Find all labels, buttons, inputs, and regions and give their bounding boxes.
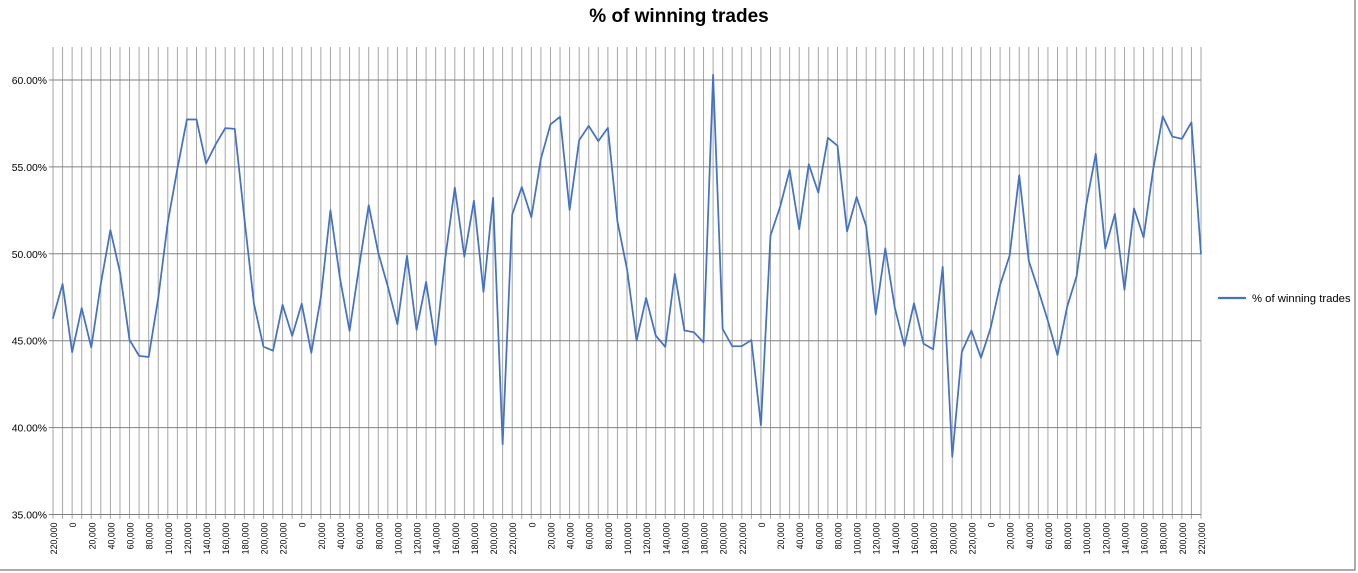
svg-text:40,000: 40,000	[106, 522, 116, 549]
svg-text:160,000: 160,000	[451, 522, 461, 554]
svg-text:120,000: 120,000	[183, 522, 193, 554]
svg-text:0: 0	[527, 522, 537, 527]
svg-text:100,000: 100,000	[623, 522, 633, 554]
svg-text:80,000: 80,000	[145, 522, 155, 549]
svg-text:60.00%: 60.00%	[12, 76, 47, 87]
svg-text:200,000: 200,000	[259, 522, 269, 554]
svg-text:140,000: 140,000	[1120, 522, 1130, 554]
svg-text:120,000: 120,000	[1101, 522, 1111, 554]
svg-text:220,000: 220,000	[738, 522, 748, 554]
svg-text:160,000: 160,000	[910, 522, 920, 554]
svg-text:60,000: 60,000	[814, 522, 824, 549]
svg-text:35.00%: 35.00%	[12, 511, 47, 522]
svg-text:40,000: 40,000	[566, 522, 576, 549]
svg-text:80,000: 80,000	[374, 522, 384, 549]
svg-text:40,000: 40,000	[1025, 522, 1035, 549]
svg-text:180,000: 180,000	[240, 522, 250, 554]
svg-text:45.00%: 45.00%	[12, 337, 47, 348]
svg-text:60,000: 60,000	[1044, 522, 1054, 549]
svg-text:40,000: 40,000	[795, 522, 805, 549]
svg-text:180,000: 180,000	[1159, 522, 1169, 554]
svg-text:80,000: 80,000	[604, 522, 614, 549]
svg-text:100,000: 100,000	[1082, 522, 1092, 554]
svg-text:220,000: 220,000	[967, 522, 977, 554]
svg-text:20,000: 20,000	[1006, 522, 1016, 549]
svg-text:140,000: 140,000	[432, 522, 442, 554]
svg-text:180,000: 180,000	[700, 522, 710, 554]
svg-text:20,000: 20,000	[776, 522, 786, 549]
svg-text:120,000: 120,000	[872, 522, 882, 554]
svg-text:100,000: 100,000	[393, 522, 403, 554]
svg-text:0: 0	[298, 522, 308, 527]
svg-text:0: 0	[757, 522, 767, 527]
svg-text:60,000: 60,000	[585, 522, 595, 549]
svg-text:100,000: 100,000	[164, 522, 174, 554]
svg-text:0: 0	[68, 522, 78, 527]
svg-text:140,000: 140,000	[202, 522, 212, 554]
svg-text:0: 0	[987, 522, 997, 527]
svg-text:220,000: 220,000	[508, 522, 518, 554]
svg-text:160,000: 160,000	[1140, 522, 1150, 554]
svg-text:140,000: 140,000	[661, 522, 671, 554]
svg-text:60,000: 60,000	[126, 522, 136, 549]
svg-text:50.00%: 50.00%	[12, 250, 47, 261]
svg-text:200,000: 200,000	[489, 522, 499, 554]
svg-text:120,000: 120,000	[642, 522, 652, 554]
svg-text:20,000: 20,000	[546, 522, 556, 549]
svg-text:140,000: 140,000	[891, 522, 901, 554]
svg-text:% of winning trades: % of winning trades	[1252, 293, 1351, 305]
svg-text:160,000: 160,000	[221, 522, 231, 554]
svg-text:180,000: 180,000	[470, 522, 480, 554]
svg-text:220,000: 220,000	[279, 522, 289, 554]
svg-text:80,000: 80,000	[1063, 522, 1073, 549]
svg-text:160,000: 160,000	[680, 522, 690, 554]
svg-text:120,000: 120,000	[413, 522, 423, 554]
svg-text:55.00%: 55.00%	[12, 163, 47, 174]
svg-text:180,000: 180,000	[929, 522, 939, 554]
svg-text:20,000: 20,000	[87, 522, 97, 549]
svg-text:100,000: 100,000	[853, 522, 863, 554]
svg-text:220,000: 220,000	[1197, 522, 1207, 554]
svg-text:60,000: 60,000	[355, 522, 365, 549]
svg-text:80,000: 80,000	[833, 522, 843, 549]
svg-text:200,000: 200,000	[719, 522, 729, 554]
svg-text:40.00%: 40.00%	[12, 424, 47, 435]
svg-text:220,000: 220,000	[49, 522, 59, 554]
svg-text:20,000: 20,000	[317, 522, 327, 549]
svg-text:200,000: 200,000	[1178, 522, 1188, 554]
svg-text:40,000: 40,000	[336, 522, 346, 549]
svg-text:200,000: 200,000	[948, 522, 958, 554]
